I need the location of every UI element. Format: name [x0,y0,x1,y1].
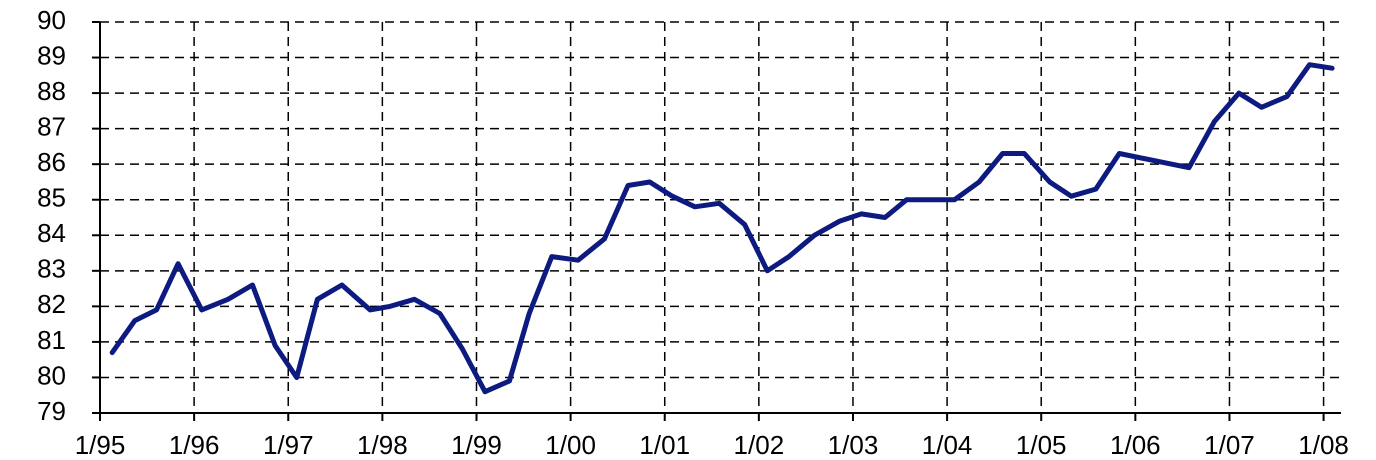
y-tick-label: 90 [37,5,66,35]
y-tick-label: 79 [37,396,66,426]
y-tick-label: 85 [37,183,66,213]
x-tick-label: 1/96 [169,430,220,460]
x-tick-label: 1/08 [1298,430,1349,460]
y-tick-label: 80 [37,360,66,390]
y-tick-label: 82 [37,289,66,319]
x-tick-label: 1/99 [451,430,502,460]
y-tick-label: 84 [37,218,66,248]
data-line [109,62,1335,395]
x-tick-label: 1/00 [545,430,596,460]
y-tick-label: 88 [37,76,66,106]
x-tick-label: 1/97 [263,430,314,460]
y-tick-label: 86 [37,147,66,177]
x-tick-label: 1/07 [1204,430,1255,460]
x-tick-label: 1/98 [357,430,408,460]
y-tick-label: 83 [37,254,66,284]
x-tick-label: 1/02 [734,430,785,460]
x-tick-label: 1/06 [1110,430,1161,460]
x-tick-label: 1/01 [639,430,690,460]
y-tick-label: 87 [37,112,66,142]
x-tick-label: 1/03 [828,430,879,460]
x-tick-label: 1/05 [1016,430,1067,460]
y-tick-label: 81 [37,325,66,355]
x-tick-label: 1/95 [75,430,126,460]
y-tick-label: 89 [37,40,66,70]
x-tick-label: 1/04 [922,430,973,460]
